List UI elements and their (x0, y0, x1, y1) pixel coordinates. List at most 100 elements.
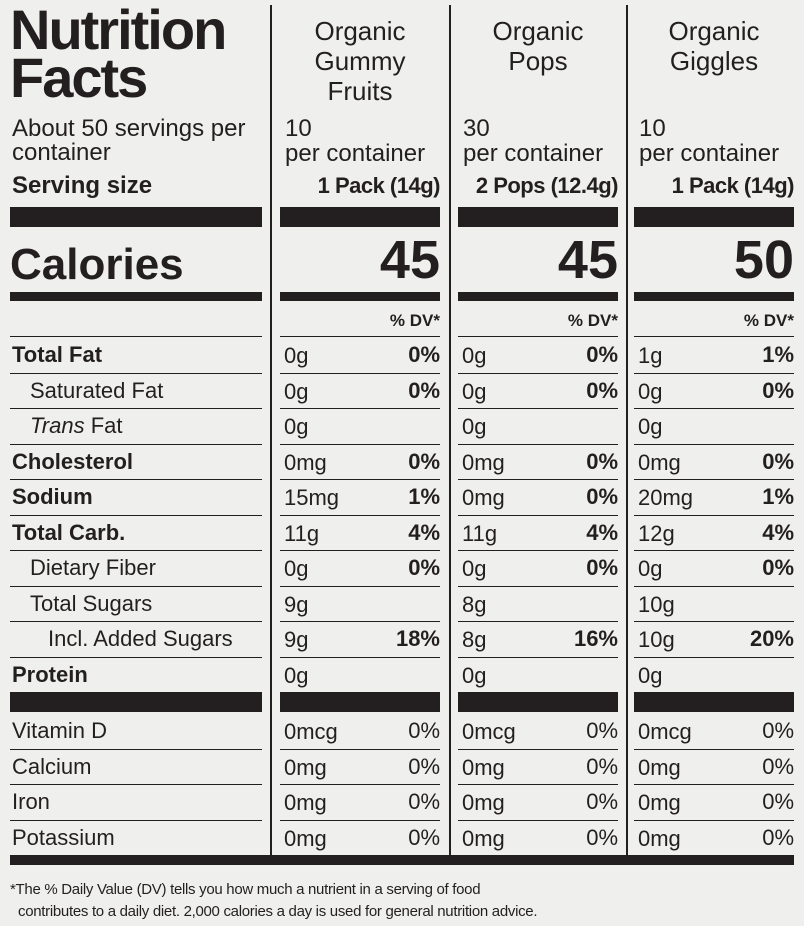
daily-value: 0% (586, 448, 618, 474)
rule (458, 748, 618, 750)
rule (280, 656, 440, 658)
thick-bar (280, 207, 440, 227)
daily-value: 0% (408, 342, 440, 367)
nutrient-label: Incl. Added Sugars (48, 626, 233, 651)
rule (634, 550, 794, 551)
amount: 9g (284, 627, 309, 652)
rule (280, 514, 440, 516)
daily-value: 4% (408, 519, 440, 545)
rule (634, 514, 794, 516)
daily-value: 0% (408, 718, 440, 743)
dv-header: % DV* (567, 311, 618, 330)
rule (280, 408, 440, 409)
thick-bar (458, 692, 618, 712)
rule (634, 748, 794, 750)
footnote: contributes to a daily diet. 2,000 calor… (18, 903, 538, 920)
servings-unit: per container (639, 140, 780, 167)
product-name: Organic Gummy Fruits (314, 16, 406, 106)
vitamin-label: Iron (12, 789, 50, 815)
dv-header: % DV* (743, 311, 794, 330)
servings: 30 (463, 115, 490, 142)
rule (10, 585, 262, 587)
medium-bar (458, 292, 618, 301)
daily-value: 0% (762, 448, 794, 474)
nutrient-label: Cholesterol (12, 448, 134, 474)
amount: 0mg (284, 754, 327, 780)
daily-value: 0% (408, 825, 440, 851)
rule (280, 336, 440, 337)
rule (634, 479, 794, 480)
amount: 0g (638, 414, 663, 439)
rule (634, 585, 794, 587)
thick-bar (634, 207, 794, 227)
rule (634, 621, 794, 622)
thick-bar (458, 207, 618, 227)
daily-value: 20% (749, 626, 794, 651)
rule (280, 479, 440, 480)
amount: 10g (638, 591, 675, 617)
rule (634, 443, 794, 445)
rule (458, 621, 618, 622)
rule (10, 820, 262, 822)
amount: 8g (462, 627, 487, 652)
amount: 9g (284, 591, 309, 617)
calories-value: 45 (557, 230, 618, 290)
amount: 0mg (638, 826, 681, 852)
daily-value: 0% (586, 753, 618, 779)
calories-label: Calories (10, 240, 184, 289)
thick-bar (10, 692, 262, 712)
rule (634, 408, 794, 409)
rule (458, 820, 618, 822)
nutrient-label: Saturated Fat (30, 377, 164, 403)
daily-value: 18% (395, 626, 440, 651)
rule (10, 479, 262, 480)
servings: 10 (639, 115, 666, 142)
rule (458, 479, 618, 480)
rule (280, 372, 440, 374)
rule (10, 372, 262, 374)
dv-header: % DV* (389, 311, 440, 330)
rule (10, 550, 262, 551)
amount: 1g (638, 343, 663, 368)
column-divider (270, 5, 272, 855)
rule (634, 820, 794, 822)
daily-value: 1% (408, 484, 440, 509)
product-name: Organic Pops (492, 16, 584, 76)
nutrient-label: Total Sugars (30, 590, 153, 616)
rule (10, 336, 262, 337)
amount: 0g (284, 378, 309, 404)
daily-value: 4% (586, 519, 618, 545)
rule (458, 550, 618, 551)
amount: 0g (462, 343, 487, 368)
amount: 0mcg (284, 719, 338, 744)
daily-value: 0% (586, 718, 618, 743)
rule (458, 585, 618, 587)
daily-value: 0% (762, 825, 794, 851)
servings-label: About 50 servings per container (12, 115, 246, 166)
rule (458, 336, 618, 337)
nutrient-label: Trans Fat (30, 413, 123, 438)
nutrient-label: Protein (12, 661, 88, 687)
rule (280, 784, 440, 786)
amount: 0mg (462, 790, 505, 816)
rule (10, 784, 262, 786)
rule (634, 336, 794, 337)
amount: 0mg (638, 754, 681, 780)
calories-value: 50 (733, 230, 794, 290)
rule (280, 443, 440, 445)
daily-value: 0% (408, 555, 440, 580)
rule (280, 585, 440, 587)
daily-value: 0% (586, 789, 618, 815)
amount: 0mcg (638, 719, 692, 744)
vitamin-label: Potassium (12, 825, 115, 851)
rule (634, 784, 794, 786)
nutrient-label: Dietary Fiber (30, 555, 156, 580)
nutrient-label: Total Fat (12, 342, 103, 367)
daily-value: 0% (586, 484, 618, 509)
daily-value: 0% (408, 753, 440, 779)
medium-bar (10, 292, 262, 301)
rule (280, 820, 440, 822)
amount: 0g (462, 378, 487, 404)
amount: 0g (284, 662, 309, 688)
rule (10, 748, 262, 750)
